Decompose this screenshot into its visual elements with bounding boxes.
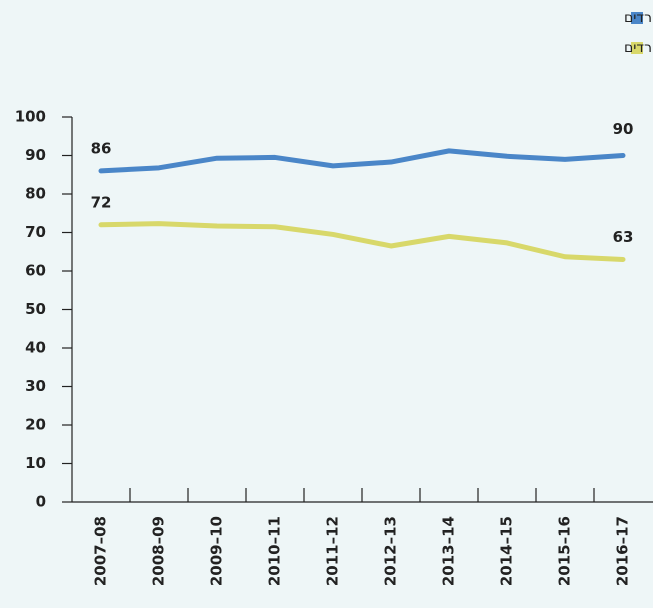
y-tick-label: 90: [25, 146, 46, 164]
y-tick-label: 80: [25, 185, 46, 203]
x-tick-label: 2007–08: [92, 516, 110, 586]
y-tick-label: 20: [25, 416, 46, 434]
data-label: 72: [91, 193, 112, 211]
data-label: 86: [91, 139, 112, 157]
series-line: [98, 148, 626, 174]
x-tick-label: 2008–09: [150, 516, 168, 586]
y-tick-label: 30: [25, 377, 46, 395]
legend-label: יהודים לא־חרדים: [624, 40, 653, 56]
y-tick-label: 40: [25, 339, 46, 357]
x-tick-label: 2016–17: [614, 516, 632, 586]
x-tick-label: 2011–12: [324, 516, 342, 586]
x-tick-label: 2012–13: [382, 516, 400, 586]
x-tick-label: 2015–16: [556, 516, 574, 586]
y-tick-label: 70: [25, 223, 46, 241]
x-tick-label: 2014–15: [498, 516, 516, 586]
y-tick-label: 60: [25, 262, 46, 280]
x-tick-label: 2009–10: [208, 516, 226, 586]
y-tick-label: 0: [36, 493, 46, 511]
y-tick-label: 10: [25, 454, 46, 472]
x-tick-label: 2013–14: [440, 516, 458, 586]
y-tick-label: 100: [15, 108, 46, 126]
legend-swatch: [631, 12, 643, 24]
series-line: [98, 221, 626, 262]
legend-swatch: [631, 42, 643, 54]
y-tick-label: 50: [25, 300, 46, 318]
data-label: 90: [613, 120, 634, 138]
legend-label: חרדים: [624, 10, 653, 26]
data-label: 63: [613, 228, 634, 246]
x-tick-label: 2010–11: [266, 516, 284, 586]
